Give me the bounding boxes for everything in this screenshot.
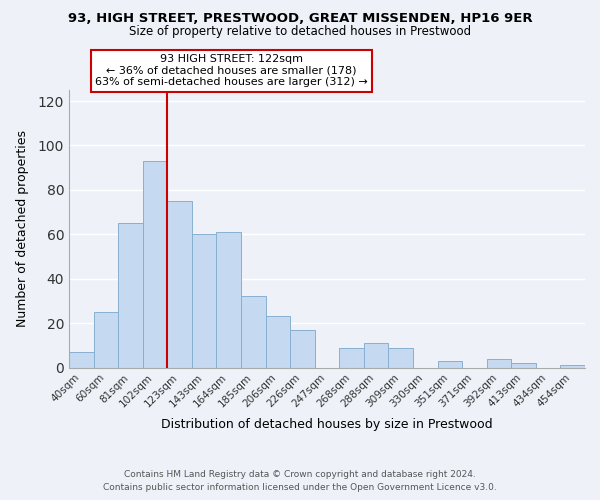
Bar [69, 352, 94, 368]
Text: Contains HM Land Registry data © Crown copyright and database right 2024.
Contai: Contains HM Land Registry data © Crown c… [103, 470, 497, 492]
Bar [241, 296, 266, 368]
Bar [487, 358, 511, 368]
Bar [192, 234, 217, 368]
Bar [437, 361, 462, 368]
Bar [217, 232, 241, 368]
Text: 93 HIGH STREET: 122sqm
← 36% of detached houses are smaller (178)
63% of semi-de: 93 HIGH STREET: 122sqm ← 36% of detached… [95, 54, 368, 87]
Bar [290, 330, 315, 368]
Bar [364, 343, 388, 367]
Bar [266, 316, 290, 368]
Bar [560, 366, 585, 368]
Bar [143, 161, 167, 368]
Text: Size of property relative to detached houses in Prestwood: Size of property relative to detached ho… [129, 25, 471, 38]
Y-axis label: Number of detached properties: Number of detached properties [16, 130, 29, 327]
Bar [511, 363, 536, 368]
Bar [388, 348, 413, 368]
Text: 93, HIGH STREET, PRESTWOOD, GREAT MISSENDEN, HP16 9ER: 93, HIGH STREET, PRESTWOOD, GREAT MISSEN… [68, 12, 532, 26]
Bar [118, 223, 143, 368]
Bar [94, 312, 118, 368]
Bar [339, 348, 364, 368]
Bar [167, 201, 192, 368]
X-axis label: Distribution of detached houses by size in Prestwood: Distribution of detached houses by size … [161, 418, 493, 430]
